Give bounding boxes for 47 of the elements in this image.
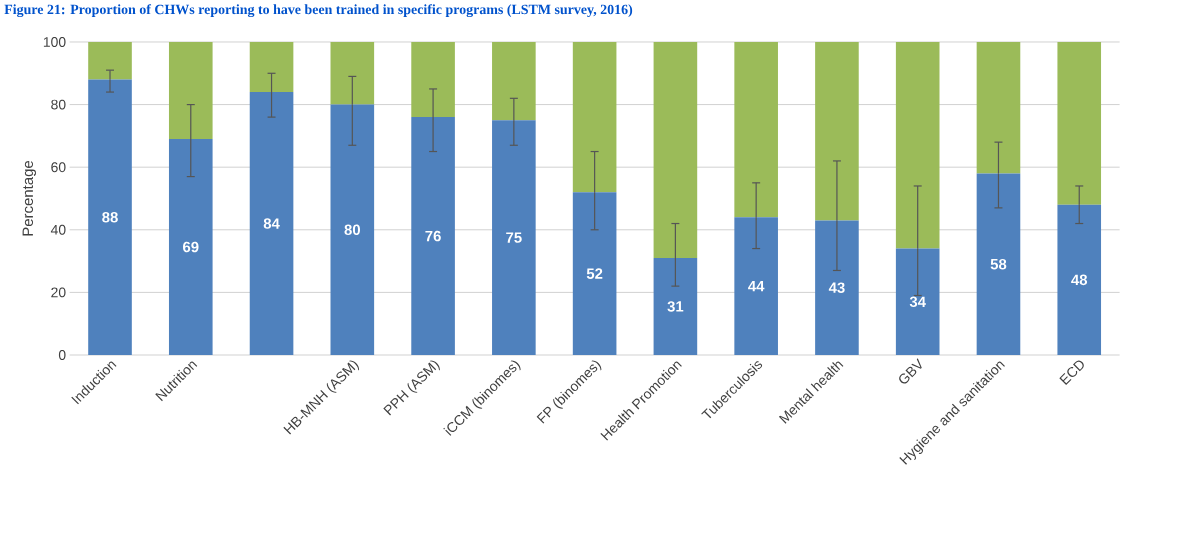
y-tick-label: 80 — [51, 99, 66, 110]
y-tick-label: 100 — [43, 37, 66, 47]
data-label: 58 — [990, 258, 1007, 270]
bar — [653, 257, 698, 355]
y-tick-label: 20 — [51, 287, 66, 298]
bar — [249, 92, 294, 355]
y-tick-label: 0 — [58, 350, 66, 360]
y-tick-label: 40 — [50, 224, 66, 235]
data-label: 43 — [828, 282, 845, 293]
bar — [168, 41, 213, 140]
data-label: 69 — [183, 241, 199, 253]
data-label: 52 — [586, 268, 603, 279]
bar — [734, 41, 778, 218]
bar — [88, 79, 132, 355]
bar — [734, 217, 778, 355]
data-label: 80 — [344, 224, 360, 236]
bar — [815, 41, 859, 221]
data-label: 76 — [425, 230, 441, 242]
data-label: 84 — [263, 218, 280, 229]
bar — [572, 192, 617, 355]
bar — [653, 41, 698, 258]
y-tick-label: 60 — [51, 162, 66, 173]
bar — [572, 41, 617, 193]
bar — [815, 220, 859, 355]
bar — [249, 41, 294, 93]
y-axis-title: Percentage — [22, 160, 36, 236]
bar — [330, 41, 375, 105]
bar — [976, 173, 1021, 355]
bar — [492, 120, 536, 355]
data-label: 48 — [1071, 274, 1088, 286]
bar — [330, 104, 375, 355]
bar — [1057, 204, 1102, 355]
data-label: 75 — [506, 232, 522, 243]
bar — [88, 41, 132, 80]
bar — [976, 41, 1021, 174]
bar — [411, 117, 455, 355]
data-label: 88 — [102, 211, 118, 223]
bar — [895, 248, 940, 355]
bar — [411, 41, 455, 118]
chart-title: Figure 21: Proportion of CHWs reporting to have been trained in specific programs (LSTM survey, 2016) — [4, 4, 633, 18]
data-label: 31 — [667, 301, 684, 312]
bar — [492, 41, 536, 121]
bar — [895, 41, 940, 249]
bar — [168, 139, 213, 355]
bar — [1057, 41, 1102, 205]
data-label: 44 — [748, 280, 765, 292]
data-label: 34 — [909, 296, 926, 308]
